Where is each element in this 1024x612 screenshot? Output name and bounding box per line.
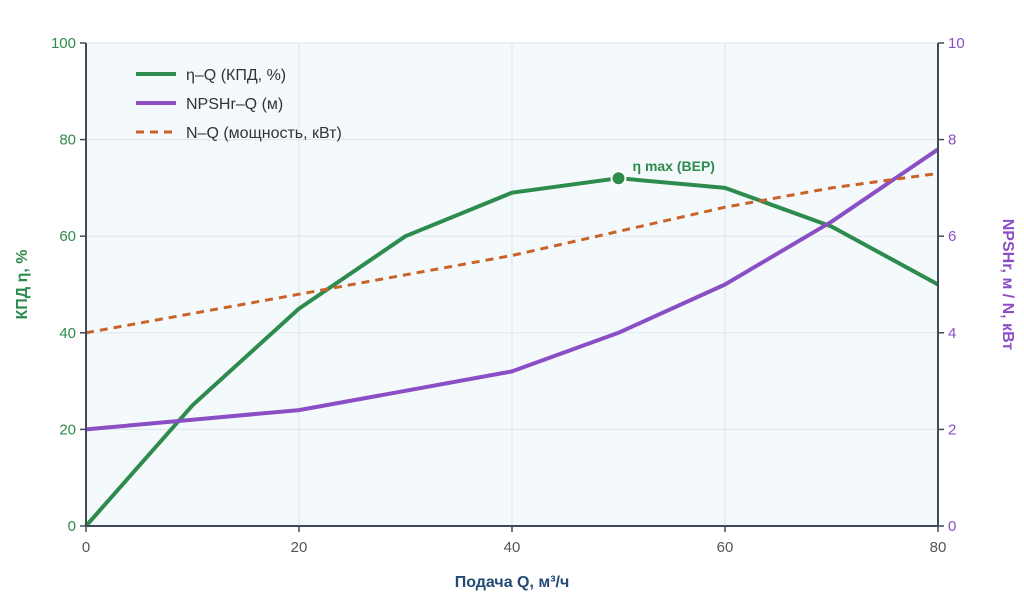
y-right-tick-label: 2 <box>948 421 956 438</box>
bep-label: η max (BEP) <box>633 158 715 174</box>
series-line <box>85 171 939 335</box>
y-right-tick-label: 4 <box>948 325 956 342</box>
y-left-tick-label: 0 <box>68 518 76 535</box>
x-tick-label: 80 <box>930 539 947 556</box>
y-right-tick-label: 6 <box>948 228 956 245</box>
legend-label: η–Q (КПД, %) <box>186 67 286 84</box>
x-tick-label: 0 <box>82 539 90 556</box>
x-tick-label: 60 <box>717 539 734 556</box>
y-left-axis-title: КПД η, % <box>14 250 31 320</box>
x-axis-title: Подача Q, м³/ч <box>455 574 570 591</box>
y-right-axis-title: NPSHr, м / N, кВт <box>999 219 1016 351</box>
y-right-tick-label: 0 <box>948 518 956 535</box>
legend-label: NPSHr–Q (м) <box>186 96 283 113</box>
bep-marker <box>610 170 627 187</box>
series-line <box>85 147 940 432</box>
grid <box>85 42 939 527</box>
series-layer <box>84 147 940 528</box>
y-left-tick-label: 20 <box>59 421 76 438</box>
y-right-tick-label: 8 <box>948 132 956 149</box>
x-tick-label: 20 <box>291 539 308 556</box>
y-left-tick-label: 100 <box>51 35 76 52</box>
legend: η–Q (КПД, %) NPSHr–Q (м) N–Q (мощность, кВ… <box>136 67 342 142</box>
series-line <box>84 176 939 528</box>
y-left-tick-label: 80 <box>59 132 76 149</box>
annotation-layer: η max (BEP) <box>610 158 715 187</box>
y-left-tick-label: 40 <box>59 325 76 342</box>
y-left-tick-label: 60 <box>59 228 76 245</box>
legend-label: N–Q (мощность, кВт) <box>186 125 342 142</box>
x-tick-label: 40 <box>504 539 521 556</box>
y-right-tick-label: 10 <box>948 35 965 52</box>
